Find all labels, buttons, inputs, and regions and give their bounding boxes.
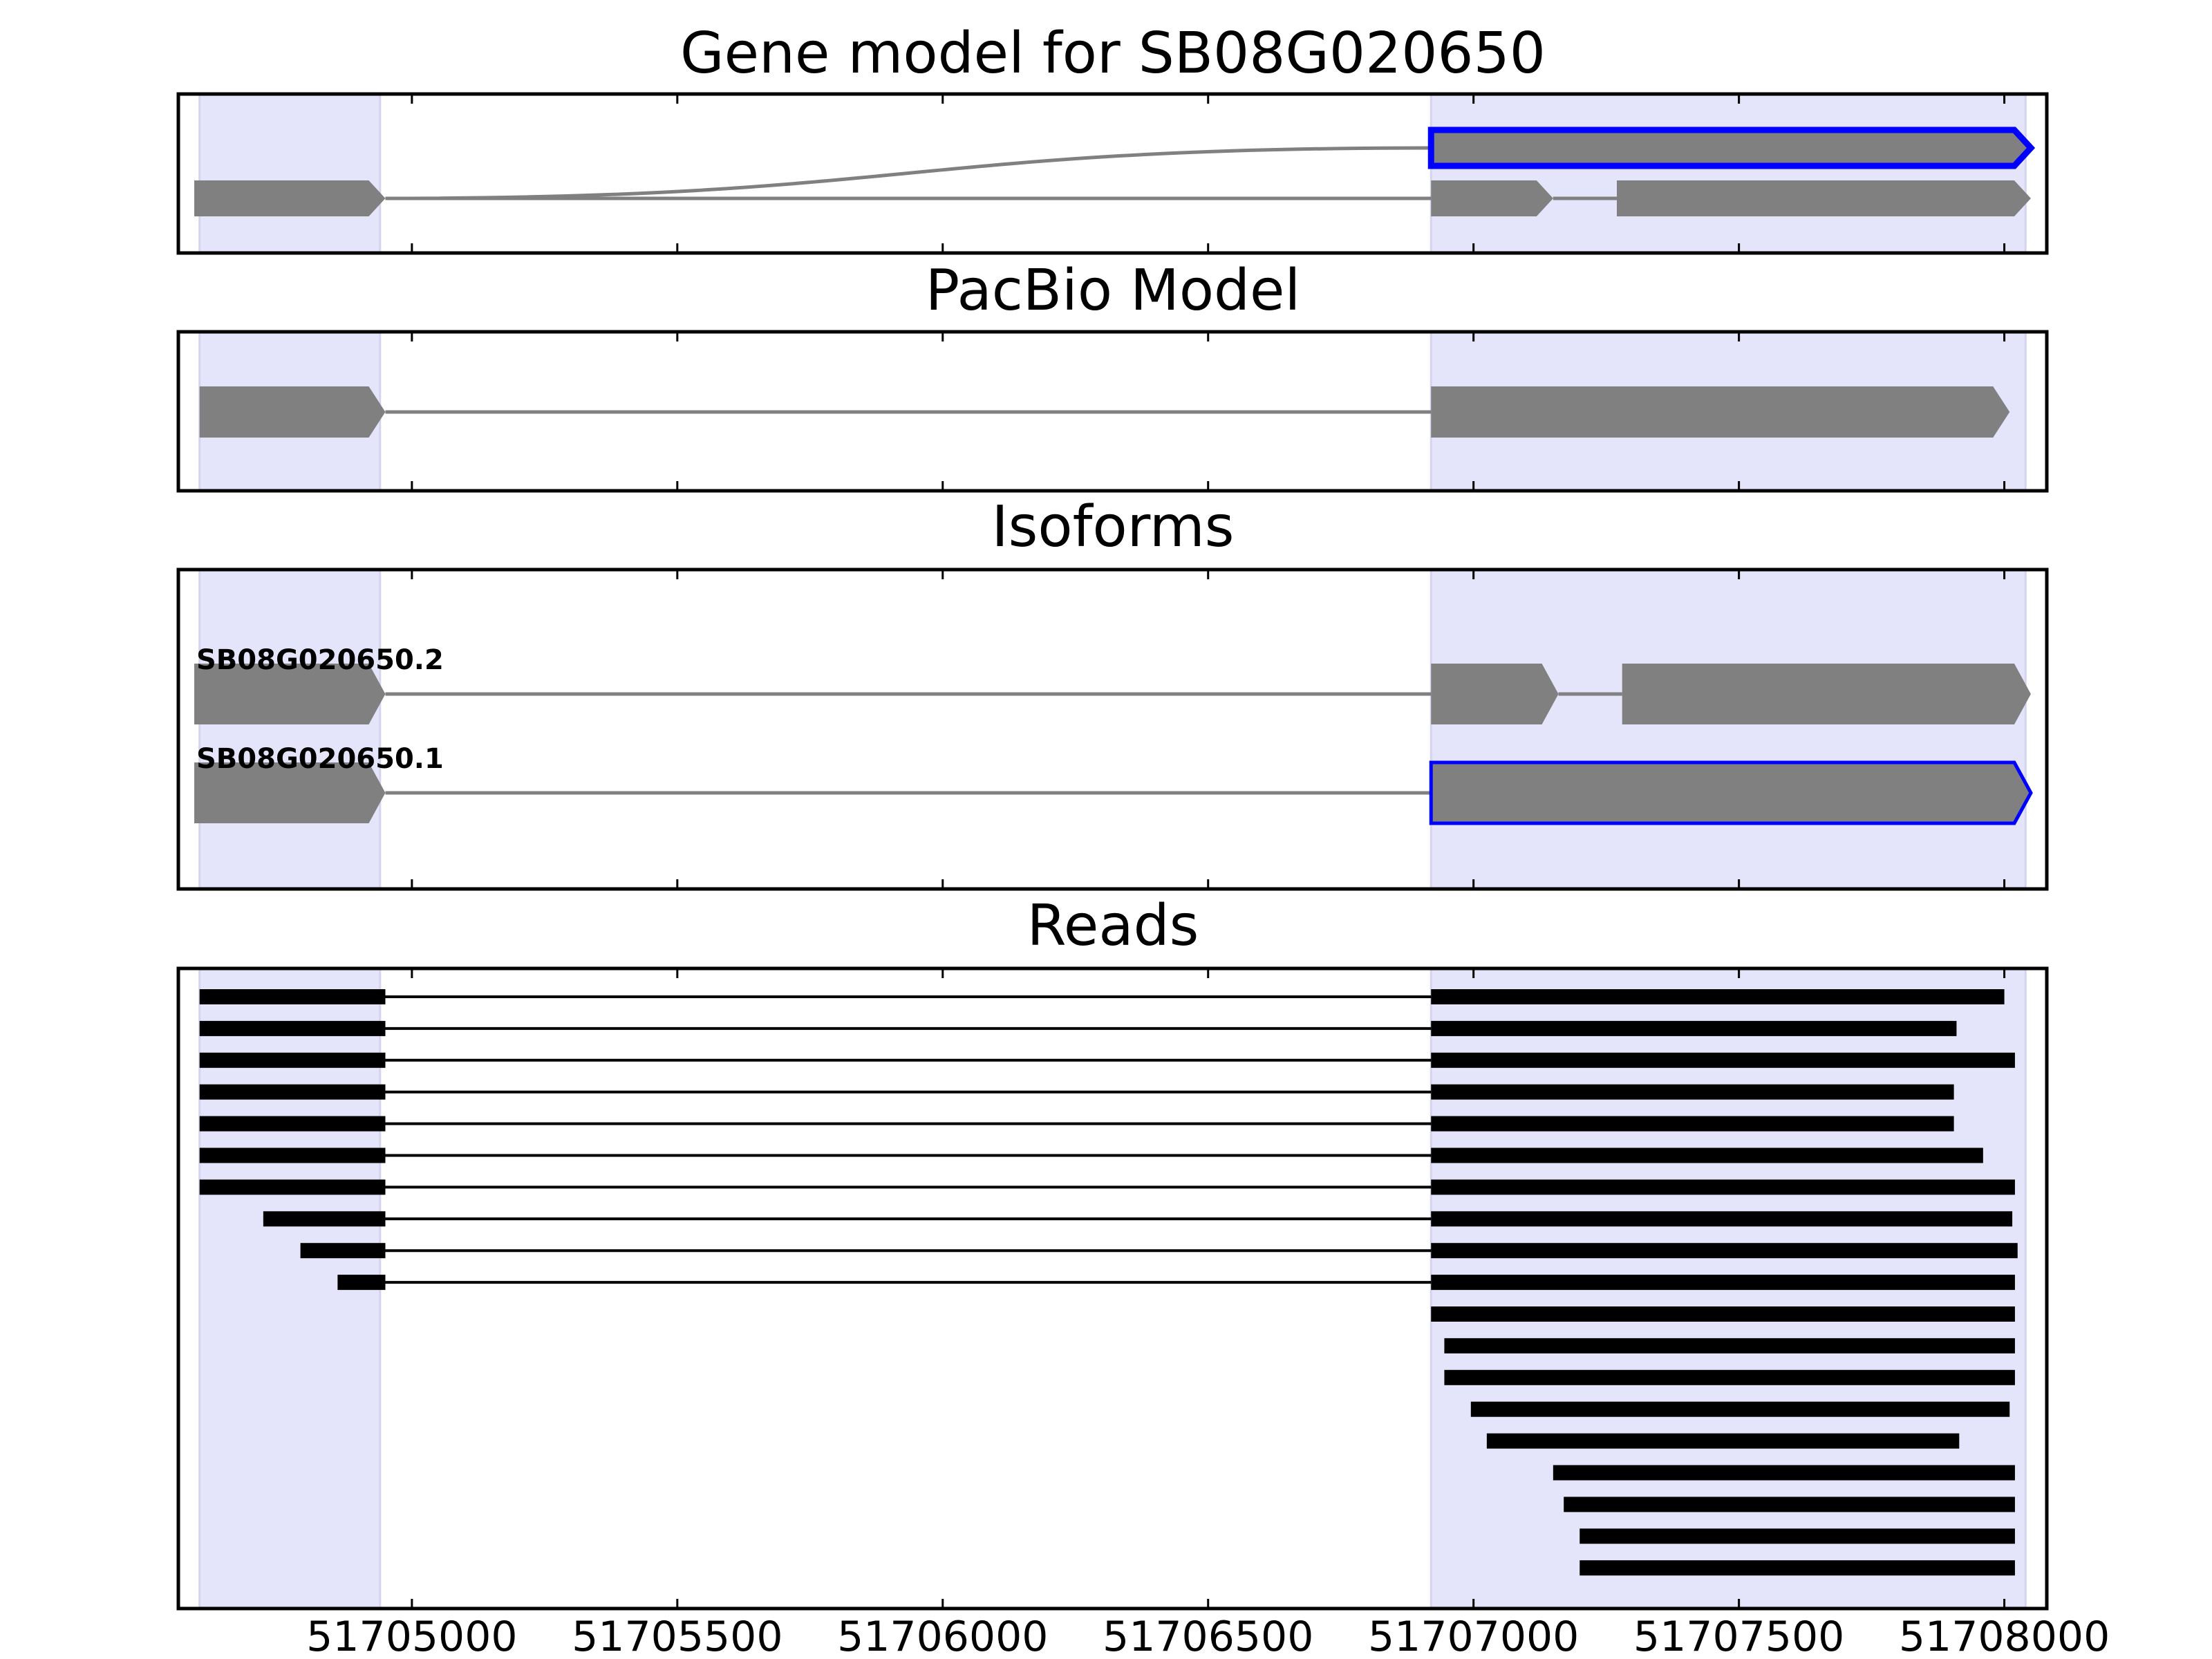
read-exon-bar bbox=[300, 1243, 386, 1259]
exon-arrow bbox=[194, 180, 386, 216]
isoform-label: SB08G020650.2 bbox=[196, 644, 444, 676]
read-exon-bar bbox=[1431, 1211, 2013, 1227]
read-exon-bar bbox=[199, 989, 386, 1004]
x-tick-label: 51705500 bbox=[572, 1613, 782, 1659]
read-exon-bar bbox=[199, 1084, 386, 1100]
gene-model-title: Gene model for SB08G020650 bbox=[680, 21, 1546, 86]
gene-model-panel: Gene model for SB08G020650 bbox=[176, 21, 2049, 255]
isoform-label: SB08G020650.1 bbox=[196, 743, 444, 775]
exon-region-band bbox=[1430, 93, 2027, 254]
x-tick-label: 51705000 bbox=[306, 1613, 517, 1659]
read-exon-bar bbox=[337, 1275, 386, 1291]
read-exon-bar bbox=[1470, 1401, 2010, 1417]
exon-arrow bbox=[1427, 126, 2036, 169]
exon-arrow bbox=[194, 762, 386, 823]
exon-arrow bbox=[1431, 180, 1553, 216]
read-exon-bar bbox=[199, 1179, 386, 1195]
splice-junction-curve bbox=[385, 146, 1432, 200]
read-exon-bar bbox=[1431, 989, 2005, 1004]
read-exon-bar bbox=[1486, 1433, 1960, 1449]
pacbio-model-panel: PacBio Model bbox=[176, 258, 2049, 493]
read-exon-bar bbox=[1431, 1275, 2015, 1291]
read-exon-bar bbox=[1564, 1497, 2015, 1512]
pacbio-model-title: PacBio Model bbox=[926, 258, 1301, 324]
read-exon-bar bbox=[1431, 1243, 2018, 1259]
exon-arrow bbox=[1431, 386, 2010, 438]
reads-panel: Reads bbox=[176, 893, 2049, 1611]
x-tick-label: 51707000 bbox=[1368, 1613, 1579, 1659]
read-exon-bar bbox=[1431, 1116, 1954, 1132]
isoforms-panel: Isoforms SB08G020650.2 SB08G020650.1 bbox=[176, 494, 2049, 891]
exon-region-band bbox=[198, 568, 382, 890]
exon-arrow bbox=[1431, 664, 1559, 724]
read-exon-bar bbox=[1444, 1338, 2015, 1353]
read-exon-bar bbox=[1431, 1020, 1957, 1036]
read-exon-bar bbox=[1444, 1369, 2015, 1385]
x-tick-label: 51708000 bbox=[1899, 1613, 2110, 1659]
gene-model-frame bbox=[176, 92, 2049, 255]
read-exon-bar bbox=[1431, 1147, 1983, 1163]
read-exon-bar bbox=[1580, 1528, 2015, 1544]
read-exon-bar bbox=[199, 1020, 386, 1036]
read-exon-bar bbox=[1431, 1306, 2015, 1322]
read-exon-bar bbox=[1431, 1084, 1954, 1100]
exon-arrow bbox=[1617, 180, 2031, 216]
exon-arrow bbox=[194, 664, 386, 724]
read-exon-bar bbox=[199, 1116, 386, 1132]
x-tick-label: 51706500 bbox=[1103, 1613, 1313, 1659]
reads-frame bbox=[176, 966, 2049, 1611]
isoforms-title: Isoforms bbox=[992, 494, 1235, 560]
exon-arrow bbox=[199, 386, 386, 438]
x-tick-label: 51706000 bbox=[837, 1613, 1048, 1659]
isoforms-frame bbox=[176, 568, 2049, 891]
read-exon-bar bbox=[1431, 1052, 2015, 1068]
reads-title: Reads bbox=[1027, 893, 1199, 959]
x-axis-tick-labels: 51705000 51705500 51706000 51706500 51707000… bbox=[306, 1613, 2110, 1659]
read-exon-bar bbox=[1580, 1560, 2015, 1576]
read-exon-bar bbox=[199, 1147, 386, 1163]
exon-region-band bbox=[198, 93, 382, 254]
read-exon-bar bbox=[1553, 1465, 2015, 1481]
read-exon-bar bbox=[199, 1052, 386, 1068]
exon-arrow bbox=[1622, 664, 2031, 724]
x-tick-label: 51707500 bbox=[1633, 1613, 1844, 1659]
read-exon-bar bbox=[1431, 1179, 2015, 1195]
pacbio-model-frame bbox=[176, 330, 2049, 493]
exon-arrow bbox=[1429, 760, 2033, 825]
read-exon-bar bbox=[263, 1211, 386, 1227]
exon-region-band bbox=[1430, 568, 2027, 890]
